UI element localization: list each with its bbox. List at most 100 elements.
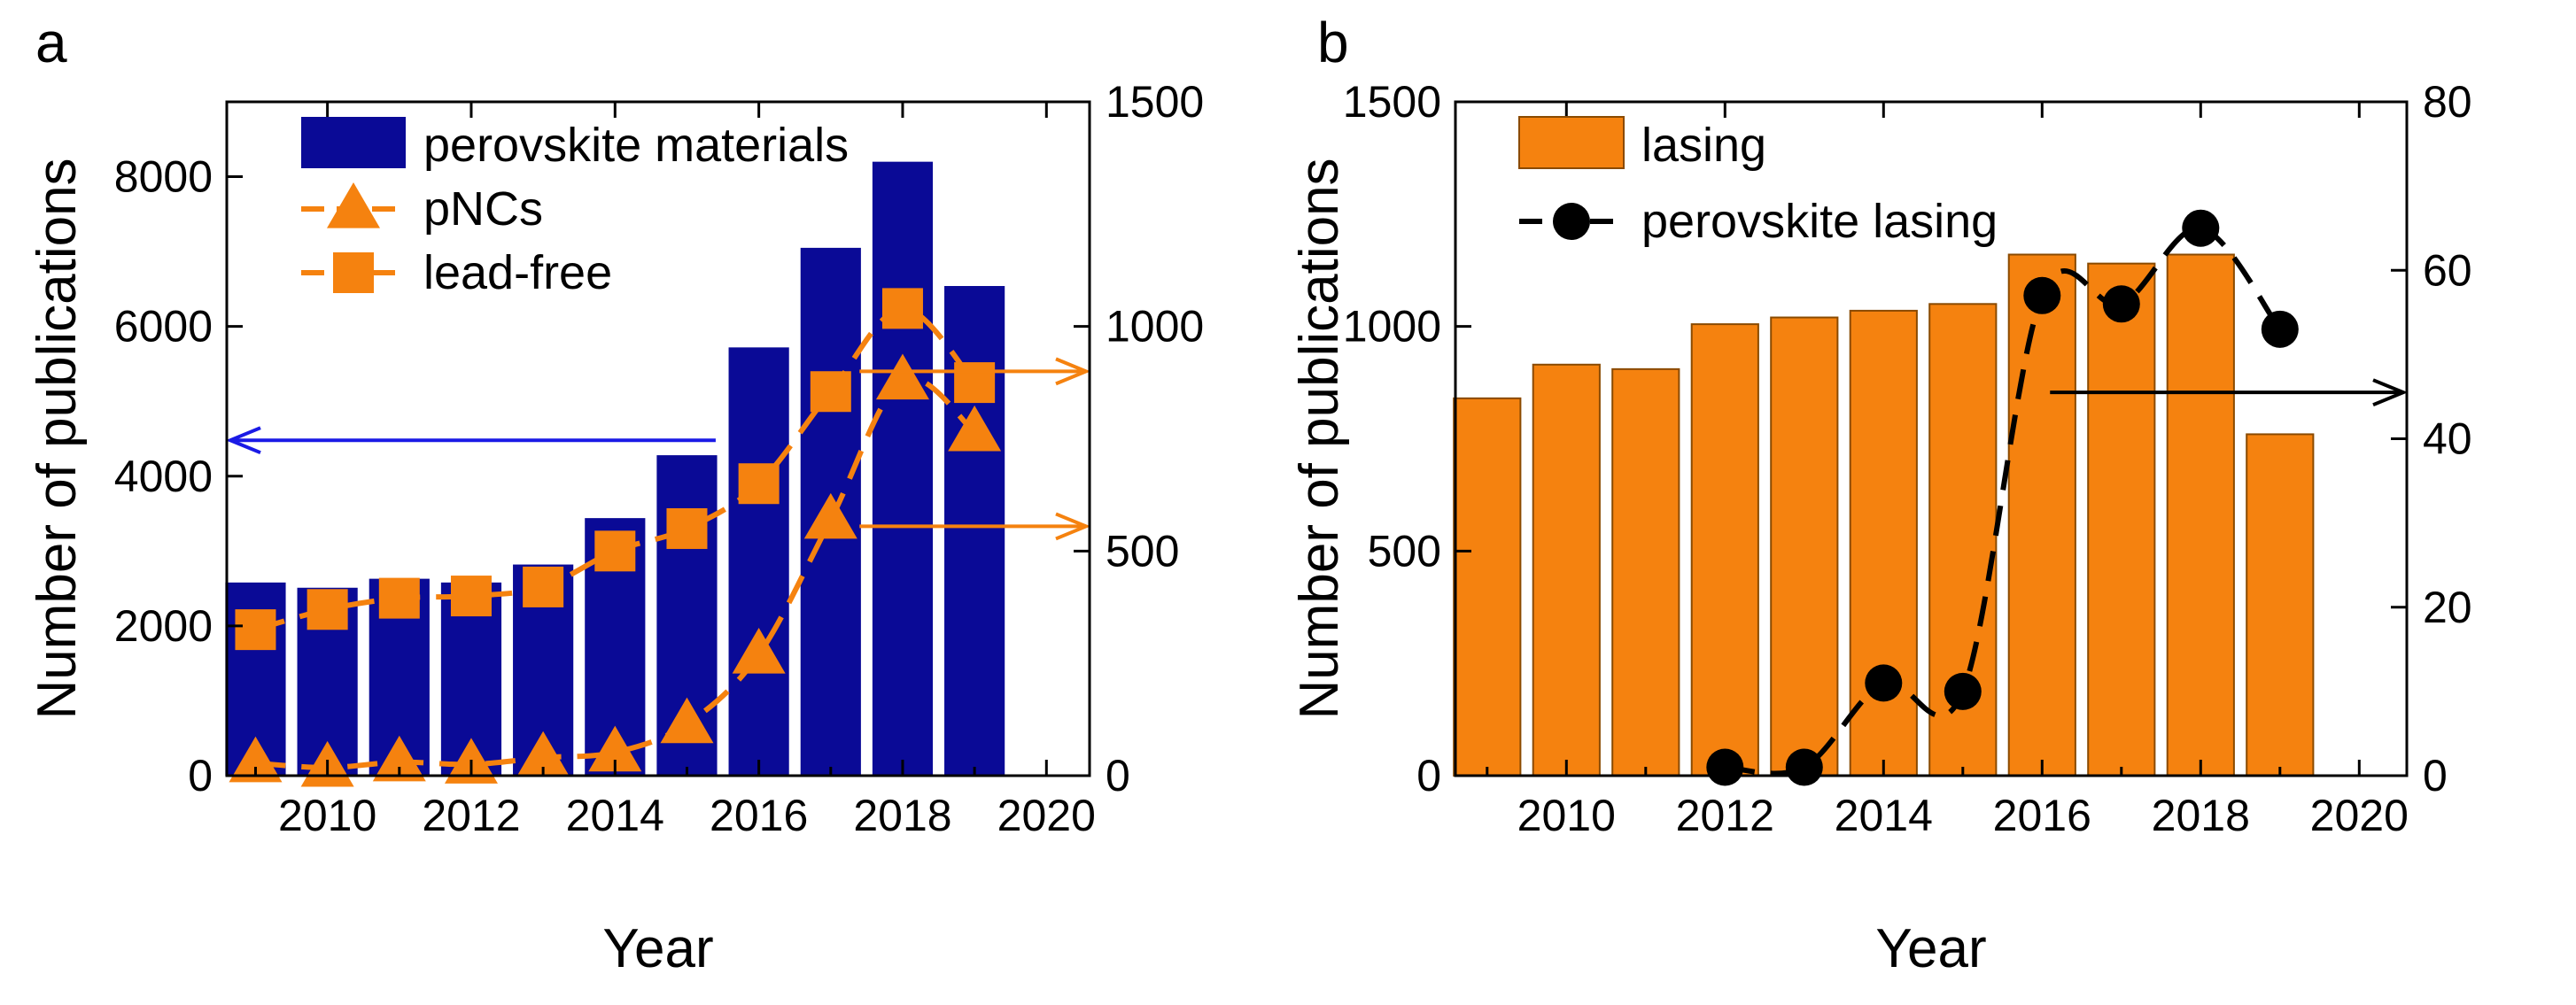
data-point xyxy=(2261,310,2299,348)
data-point xyxy=(378,577,420,619)
axis-arrow-head xyxy=(1055,357,1091,386)
y-tick-label: 2000 xyxy=(114,601,213,651)
data-point xyxy=(2023,276,2061,314)
y2-tick-label: 500 xyxy=(1106,526,1179,576)
bar-series xyxy=(1453,253,2315,777)
x-tick-label: 2020 xyxy=(997,791,1096,840)
x-tick-label: 2014 xyxy=(1835,791,1933,840)
data-point xyxy=(372,735,426,782)
data-point xyxy=(2182,209,2220,247)
series-line xyxy=(1725,225,2283,777)
legend-label: perovskite materials xyxy=(423,119,849,172)
legend-label: lead-free xyxy=(423,246,612,299)
axis-arrow xyxy=(859,357,1091,386)
y-axis-right: 0 500 1000 1500 xyxy=(1074,77,1204,800)
data-point xyxy=(810,371,851,413)
axis-arrow-head xyxy=(1055,512,1091,541)
line-series-square xyxy=(235,288,996,651)
x-tick-label: 2018 xyxy=(853,791,951,840)
y2-tick-label: 20 xyxy=(2423,583,2472,632)
x-tick-label: 2014 xyxy=(566,791,664,840)
x-tick-label: 2016 xyxy=(1993,791,2091,840)
data-point xyxy=(738,463,780,505)
legend-swatch-bar xyxy=(1518,116,1625,169)
y-tick-label: 0 xyxy=(1416,751,1441,800)
panel-label: b xyxy=(1317,11,1349,74)
y2-tick-label: 60 xyxy=(2423,245,2472,295)
y-tick-label: 1500 xyxy=(1343,77,1441,127)
legend-marker xyxy=(1553,203,1590,240)
legend: lasing perovskite lasing xyxy=(1518,116,1998,248)
data-point xyxy=(881,288,923,329)
y-tick-label: 6000 xyxy=(114,302,213,352)
axis-arrow-head xyxy=(2372,378,2409,407)
y2-tick-label: 1000 xyxy=(1106,302,1204,352)
x-tick-label: 2012 xyxy=(1676,791,1774,840)
bar xyxy=(1690,323,1759,777)
x-tick-label: 2020 xyxy=(2310,791,2409,840)
bar xyxy=(1770,316,1839,777)
y-axis-title: Number of publications xyxy=(27,158,88,719)
legend: perovskite materials pNCs lead-free xyxy=(301,117,849,299)
y-axis-right: 0 20 40 60 80 xyxy=(2391,77,2472,800)
x-axis: 2010 2012 2014 2016 2018 2020 xyxy=(253,102,1096,840)
legend-marker xyxy=(327,182,380,228)
data-point xyxy=(450,576,492,617)
legend-label: pNCs xyxy=(423,182,543,236)
y-axis-left: 0 500 1000 1500 xyxy=(1343,77,1471,800)
y2-tick-label: 0 xyxy=(1106,751,1130,800)
x-tick-label: 2018 xyxy=(2152,791,2250,840)
x-axis-title: Year xyxy=(1875,918,1986,979)
data-point xyxy=(588,725,642,772)
data-point xyxy=(666,507,708,549)
y-axis-title: Number of publications xyxy=(1289,158,1350,719)
y2-tick-label: 40 xyxy=(2423,414,2472,464)
series-line xyxy=(255,375,977,770)
bar xyxy=(944,286,1005,776)
panel-label: a xyxy=(35,11,67,74)
bar xyxy=(872,161,934,777)
axis-arrow xyxy=(2050,378,2409,407)
y-tick-label: 0 xyxy=(188,751,213,800)
y-tick-label: 8000 xyxy=(114,152,213,202)
legend-swatch-bar xyxy=(301,117,406,168)
plot-frame xyxy=(225,100,1091,777)
axis-arrow xyxy=(859,512,1091,541)
y2-tick-label: 0 xyxy=(2423,751,2448,800)
data-point xyxy=(229,736,283,783)
x-tick-label: 2010 xyxy=(278,791,376,840)
x-axis: 2010 2012 2014 2016 2018 2020 xyxy=(1486,102,2409,840)
panel-b: b 2010 2012 2014 2016 2018 2020 0 500 1000 1500 0 20… xyxy=(1289,11,2472,979)
x-tick-label: 2016 xyxy=(710,791,808,840)
x-tick-label: 2012 xyxy=(422,791,520,840)
y-tick-label: 1000 xyxy=(1343,302,1441,352)
data-point xyxy=(2102,285,2140,323)
y2-tick-label: 80 xyxy=(2423,77,2472,127)
bar xyxy=(1611,367,1680,777)
data-point xyxy=(732,628,786,674)
x-axis-title: Year xyxy=(602,918,713,979)
data-point xyxy=(954,362,996,404)
legend-label: perovskite lasing xyxy=(1641,195,1998,248)
data-point xyxy=(523,566,564,607)
data-point xyxy=(306,589,348,630)
bar xyxy=(2087,262,2156,777)
data-point xyxy=(803,492,857,539)
legend-marker xyxy=(333,252,374,293)
data-point xyxy=(875,353,929,400)
y2-tick-label: 1500 xyxy=(1106,77,1204,127)
bar xyxy=(2007,253,2076,777)
bar xyxy=(1532,363,1601,777)
data-point xyxy=(235,609,276,651)
bar xyxy=(2166,253,2235,777)
bar xyxy=(728,347,789,776)
axis-arrow xyxy=(225,426,716,455)
y-axis-left: 0 2000 4000 6000 8000 xyxy=(114,152,243,800)
data-point xyxy=(594,530,636,572)
bar xyxy=(1453,397,1522,777)
data-point xyxy=(948,405,1002,452)
y-tick-label: 500 xyxy=(1368,526,1441,576)
axis-arrow-head xyxy=(225,426,261,455)
